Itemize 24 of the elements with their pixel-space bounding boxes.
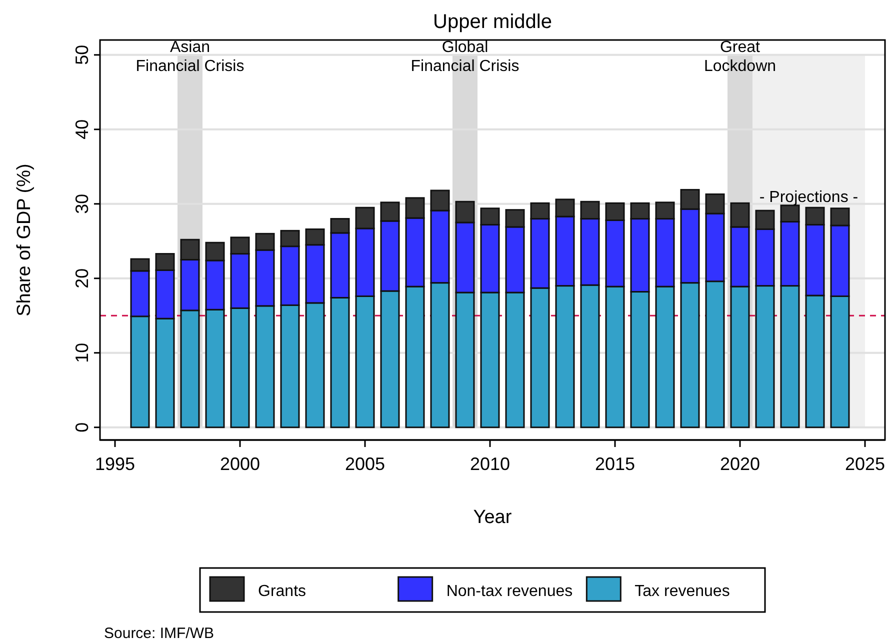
chart-title: Upper middle <box>433 11 552 33</box>
y-tick-label: 10 <box>72 342 92 363</box>
legend-label: Non-tax revenues <box>446 583 573 600</box>
x-tick-label: 2015 <box>594 454 636 474</box>
band-label: Global Financial Crisis <box>410 39 520 75</box>
y-tick-label: 30 <box>72 194 92 214</box>
x-tick-label: 2005 <box>344 454 386 474</box>
legend-label: Grants <box>258 583 306 600</box>
x-tick-label: 2025 <box>844 454 886 474</box>
y-tick-label: 40 <box>72 119 92 140</box>
legend-label: Tax revenues <box>634 583 730 600</box>
band-label: Asian Financial Crisis <box>136 39 244 75</box>
band-label: - Projections - <box>759 188 858 206</box>
x-tick-label: 2000 <box>220 454 260 474</box>
x-tick-label: 2020 <box>720 454 760 474</box>
x-tick-label: 2010 <box>470 454 510 474</box>
band-label: Great Lockdown <box>704 39 776 75</box>
x-axis-title: Year <box>473 507 512 528</box>
source-note: Source: IMF/WB <box>104 625 214 641</box>
y-tick-label: 0 <box>72 422 92 432</box>
x-tick-label: 1995 <box>94 454 136 474</box>
y-tick-label: 50 <box>72 44 92 65</box>
y-tick-label: 20 <box>72 268 92 288</box>
y-axis-title: Share of GDP (%) <box>14 164 35 316</box>
